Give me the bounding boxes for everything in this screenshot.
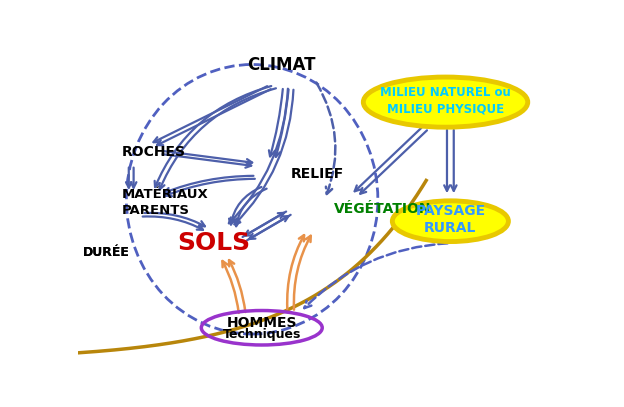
Text: PAYSAGE
RURAL: PAYSAGE RURAL [416, 204, 485, 235]
Text: VÉGÉTATION: VÉGÉTATION [334, 202, 432, 216]
Text: SOLS: SOLS [177, 231, 250, 255]
Text: RELIEF: RELIEF [291, 167, 344, 181]
Text: MILIEU NATUREL ou
MILIEU PHYSIQUE: MILIEU NATUREL ou MILIEU PHYSIQUE [380, 86, 511, 115]
Text: Techniques: Techniques [223, 328, 301, 341]
Ellipse shape [392, 201, 509, 242]
Text: ROCHES: ROCHES [122, 145, 185, 159]
Text: HOMMES: HOMMES [227, 316, 297, 330]
Text: MATÉRIAUX
PARENTS: MATÉRIAUX PARENTS [122, 188, 208, 217]
Text: CLIMAT: CLIMAT [247, 56, 315, 74]
Text: DURÉE: DURÉE [83, 246, 130, 259]
Ellipse shape [363, 77, 528, 127]
Text: DURÉE: DURÉE [83, 246, 130, 259]
